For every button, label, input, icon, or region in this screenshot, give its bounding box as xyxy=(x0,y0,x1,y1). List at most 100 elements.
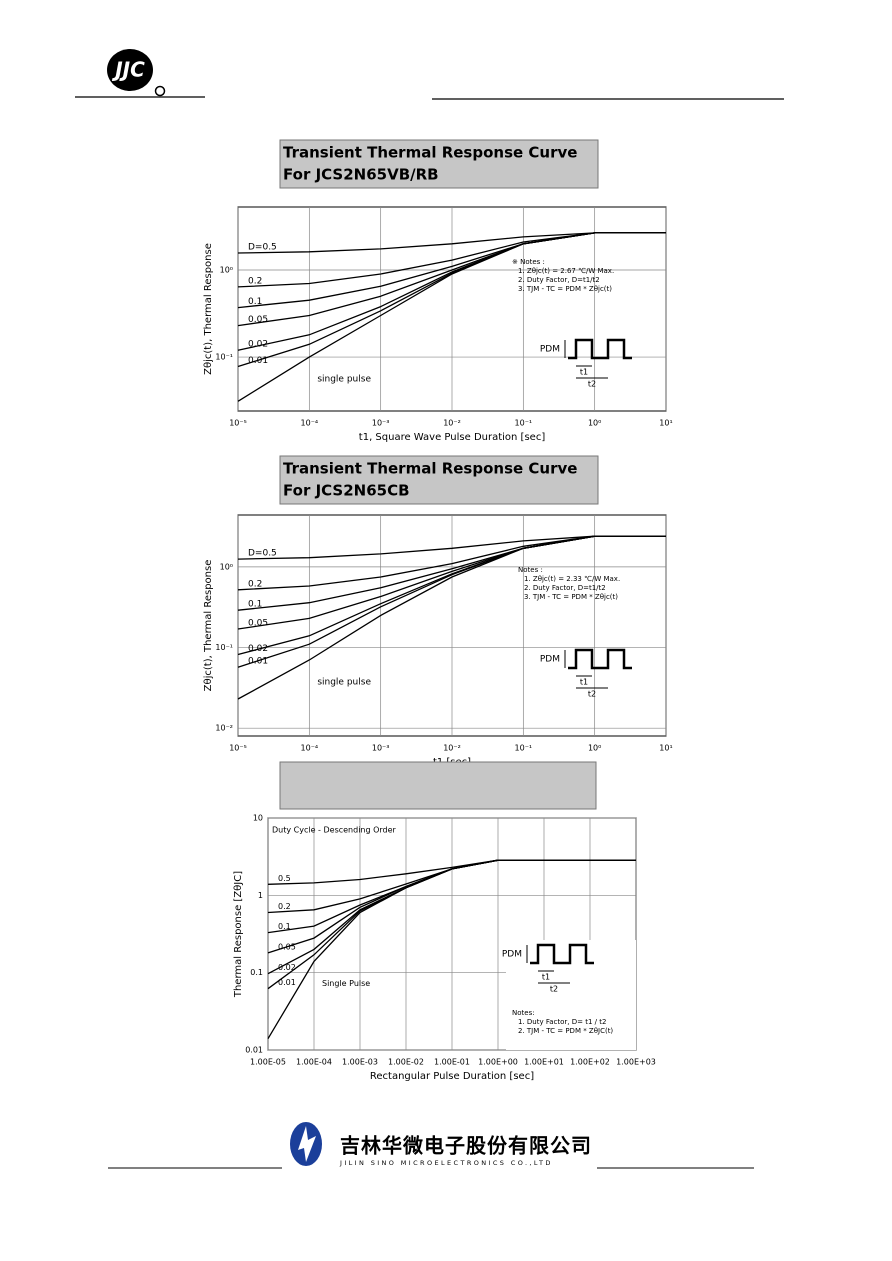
company-cn: 吉林华微电子股份有限公司 xyxy=(340,1134,592,1158)
x-tick-label: 10⁻⁵ xyxy=(229,744,247,753)
series-line xyxy=(237,535,666,700)
series-label: 0.05 xyxy=(248,618,268,628)
y-tick-label: 1 xyxy=(258,891,263,900)
title-box xyxy=(279,455,599,505)
x-tick-label: 10⁰ xyxy=(588,744,601,753)
y-tick-label: 10⁰ xyxy=(220,266,233,275)
x-tick-label: 1.00E-04 xyxy=(296,1058,332,1067)
company-en: JILIN SINO MICROELECTRONICS CO.,LTD xyxy=(339,1159,553,1167)
pulse-label: PDM xyxy=(540,655,560,665)
series-label: 0.1 xyxy=(278,922,291,931)
note: ※ Notes : xyxy=(512,258,545,266)
note: 1. Duty Factor, D= t1 / t2 xyxy=(518,1018,606,1026)
series-label: 0.05 xyxy=(278,942,296,951)
pulse-wave xyxy=(568,338,632,360)
x-tick-label: 10⁻² xyxy=(443,419,461,428)
y-tick-label: 0.01 xyxy=(245,1046,263,1055)
pulse-label: t2 xyxy=(550,985,558,994)
series-label: 0.01 xyxy=(278,978,296,987)
series-line xyxy=(237,232,666,402)
note: 1. Zθjc(t) = 2.67 ℃/W Max. xyxy=(518,267,614,275)
series-label: single pulse xyxy=(317,678,371,688)
annotation: Duty Cycle - Descending Order xyxy=(272,826,397,835)
chart-subtitle: For JCS2N65VB/RB xyxy=(283,166,439,184)
pulse-label: t1 xyxy=(580,368,588,377)
x-axis-label: Rectangular Pulse Duration [sec] xyxy=(370,1071,534,1082)
note: 1. Zθjc(t) = 2.33 ℃/W Max. xyxy=(524,575,620,583)
series-label: D=0.5 xyxy=(248,549,277,559)
series-label: 0.2 xyxy=(278,902,291,911)
note: 2. Duty Factor, D=t1/t2 xyxy=(518,276,600,284)
series-label: 0.05 xyxy=(248,315,268,325)
x-tick-label: 10⁻² xyxy=(443,744,461,753)
note: Notes: xyxy=(512,1009,535,1017)
x-tick-label: 1.00E+02 xyxy=(570,1058,610,1067)
note: 3. TJM - TC = PDM * Zθjc(t) xyxy=(524,593,618,601)
series-label: 0.02 xyxy=(248,644,268,654)
footer: 吉林华微电子股份有限公司 JILIN SINO MICROELECTRONICS… xyxy=(108,1122,754,1169)
logo-shape xyxy=(107,49,153,91)
chart: Transient Thermal Response Curve For JCS2… xyxy=(203,455,673,768)
pulse-wave xyxy=(568,648,632,670)
x-tick-label: 10⁻¹ xyxy=(515,419,533,428)
series-label: 0.2 xyxy=(248,276,262,286)
y-axis-label: Zθjc(t), Thermal Response xyxy=(203,243,214,375)
x-tick-label: 1.00E+01 xyxy=(524,1058,564,1067)
series-label: 0.01 xyxy=(248,657,268,667)
x-tick-label: 1.00E-01 xyxy=(434,1058,470,1067)
footer-logo-mark xyxy=(298,1126,316,1162)
note: 2. TJM - TC = PDM * ZθJC(t) xyxy=(518,1027,613,1035)
y-tick-label: 10⁻¹ xyxy=(215,353,233,362)
series-label: 0.5 xyxy=(278,874,291,883)
chart-subtitle: For JCS2N65CB xyxy=(283,482,410,500)
x-axis-label: t1, Square Wave Pulse Duration [sec] xyxy=(359,432,546,443)
x-tick-label: 10⁰ xyxy=(588,419,601,428)
x-tick-label: 10⁻³ xyxy=(372,419,390,428)
pulse-label: t1 xyxy=(542,973,550,982)
x-tick-label: 1.00E-02 xyxy=(388,1058,424,1067)
pulse-label: t2 xyxy=(588,690,596,699)
x-tick-label: 10⁻³ xyxy=(372,744,390,753)
note: 2. Duty Factor, D=t1/t2 xyxy=(524,584,606,592)
chart: Transient Thermal Response Curve For JCS2… xyxy=(203,139,673,443)
y-tick-label: 10⁻² xyxy=(215,724,233,733)
series-label: 0.2 xyxy=(248,579,262,589)
series-label: 0.1 xyxy=(248,297,262,307)
y-tick-label: 10⁻¹ xyxy=(215,643,233,652)
x-tick-label: 10⁻¹ xyxy=(515,744,533,753)
series-label: 0.01 xyxy=(248,356,268,366)
pulse-label: t1 xyxy=(580,678,588,687)
x-tick-label: 1.00E-05 xyxy=(250,1058,286,1067)
header: JJC xyxy=(75,49,784,100)
logo-ring xyxy=(154,85,166,97)
note: Notes : xyxy=(518,566,543,574)
x-tick-label: 10⁻⁴ xyxy=(301,419,319,428)
x-tick-label: 1.00E+00 xyxy=(478,1058,518,1067)
x-tick-label: 10¹ xyxy=(659,419,672,428)
x-tick-label: 10¹ xyxy=(659,744,672,753)
y-axis-label: Zθjc(t), Thermal Response xyxy=(203,560,214,692)
note: 3. TJM - TC = PDM * Zθjc(t) xyxy=(518,285,612,293)
x-tick-label: 10⁻⁵ xyxy=(229,419,247,428)
series-label: single pulse xyxy=(317,375,371,385)
pulse-wave xyxy=(530,943,594,965)
title-box xyxy=(279,761,597,810)
series-label: 0.02 xyxy=(278,963,296,972)
pulse-label: PDM xyxy=(502,950,522,960)
y-tick-label: 0.1 xyxy=(250,968,263,977)
x-tick-label: 1.00E+03 xyxy=(616,1058,656,1067)
series-label: 0.1 xyxy=(248,600,262,610)
series-label: D=0.5 xyxy=(248,242,277,252)
series-label: Single Pulse xyxy=(322,979,370,988)
pulse-label: t2 xyxy=(588,380,596,389)
y-axis-label: Thermal Response [ZθJC] xyxy=(233,871,244,998)
chart-title: Transient Thermal Response Curve xyxy=(283,460,577,478)
chart-title: Transient Thermal Response Curve xyxy=(283,144,577,162)
pulse-label: PDM xyxy=(540,345,560,355)
title-box xyxy=(279,139,599,189)
y-tick-label: 10 xyxy=(253,814,263,823)
x-tick-label: 1.00E-03 xyxy=(342,1058,378,1067)
chart: 1.00E-05 1.00E-04 1.00E-03 1.00E-02 1.00E-01… xyxy=(233,761,656,1082)
logo-text: JJC xyxy=(111,58,145,82)
